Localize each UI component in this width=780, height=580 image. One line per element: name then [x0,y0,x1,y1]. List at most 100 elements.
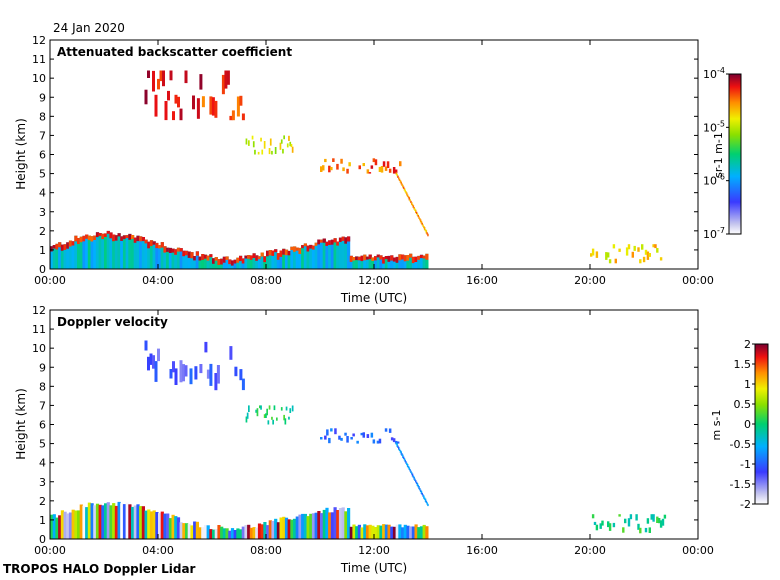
heatmap-cell [346,168,349,174]
heatmap-cell [185,523,189,539]
heatmap-cell [659,257,663,261]
heatmap-cell [217,525,221,539]
heatmap-cell [257,523,262,539]
heatmap-cell [185,250,189,269]
heatmap-cell [398,446,400,450]
heatmap-cell [384,524,388,539]
heatmap-cell [423,495,425,499]
heatmap-cell [184,70,188,84]
heatmap-cell [268,250,272,256]
heatmap-cell [274,249,278,269]
heatmap-cell [357,256,361,269]
heatmap-cell [252,527,256,539]
y-tick-label: 2 [39,495,46,508]
heatmap-cell [284,418,287,425]
heatmap-cell [276,253,280,260]
heatmap-cell [306,245,310,269]
heatmap-cell [257,256,262,260]
heatmap-cell [122,504,127,539]
heatmap-cell [192,95,195,110]
heatmap-cell [417,214,419,218]
feature-boundary-layer-turbulence [50,501,429,539]
heatmap-cell [214,257,218,261]
heatmap-cell [363,254,367,269]
x-tick-label: 04:00 [142,274,174,287]
heatmap-cell [293,246,297,269]
heatmap-cell [387,524,391,539]
heatmap-cell [182,523,186,539]
heatmap-cell [426,502,428,505]
heatmap-cell [167,90,170,101]
heatmap-cell [382,161,386,167]
heatmap-cell [268,405,271,410]
heatmap-cell [226,70,230,85]
backscatter-title: Attenuated backscatter coefficient [57,45,292,59]
heatmap-cell [425,253,429,260]
heatmap-cell [82,235,86,269]
heatmap-cell [190,252,194,269]
heatmap-cell [136,504,140,539]
x-tick-label: 00:00 [682,274,714,287]
heatmap-cell [376,440,380,444]
heatmap-cell [193,521,197,539]
heatmap-cell [241,258,245,264]
heatmap-cell [401,183,403,186]
heatmap-cell [406,255,410,269]
heatmap-cell [68,512,73,539]
heatmap-cell [189,368,193,385]
heatmap-cell [417,255,421,260]
heatmap-cell [326,429,329,436]
heatmap-cell [152,70,155,92]
heatmap-cell [85,507,89,539]
heatmap-cell [601,520,604,526]
heatmap-cell [423,227,426,231]
heatmap-cell [79,236,83,269]
heatmap-cell [591,514,595,519]
heatmap-cell [374,256,378,261]
heatmap-cell [382,257,386,264]
velocity-xlabel: Time (UTC) [340,561,407,575]
heatmap-cell [357,524,361,539]
heatmap-cell [291,146,294,153]
heatmap-cell [120,236,124,241]
heatmap-cell [607,252,610,258]
heatmap-cell [392,257,397,262]
heatmap-cell [249,255,253,260]
heatmap-cell [267,420,270,425]
heatmap-cell [95,232,100,269]
heatmap-cell [370,432,374,438]
heatmap-cell [659,520,663,528]
heatmap-cell [414,208,416,211]
heatmap-cell [419,489,422,492]
heatmap-cell [403,255,407,262]
heatmap-cell [404,459,406,463]
heatmap-cell [144,510,148,539]
heatmap-cell [93,235,97,269]
heatmap-cell [379,255,383,269]
heatmap-cell [328,437,331,444]
heatmap-cell [162,70,165,87]
heatmap-cell [203,254,208,269]
heatmap-cell [333,238,337,269]
heatmap-cell [282,516,286,539]
heatmap-cell [340,158,343,164]
heatmap-cell [418,216,420,219]
heatmap-cell [404,189,406,193]
heatmap-cell [245,138,248,145]
heatmap-cell [206,255,210,261]
heatmap-cell [371,257,375,269]
heatmap-cell [194,366,198,380]
heatmap-cell [406,192,408,196]
heatmap-cell [85,234,89,269]
heatmap-cell [347,236,351,269]
heatmap-cell [286,143,289,148]
heatmap-cell [266,525,270,539]
heatmap-cell [658,518,661,524]
heatmap-cell [158,513,162,539]
heatmap-cell [287,250,291,269]
heatmap-cell [217,259,221,265]
feature-falling-cloud-base [395,172,429,237]
backscatter-colorbar-label: sr-1 m-1 [712,132,725,178]
velocity-title: Doppler velocity [57,315,168,329]
